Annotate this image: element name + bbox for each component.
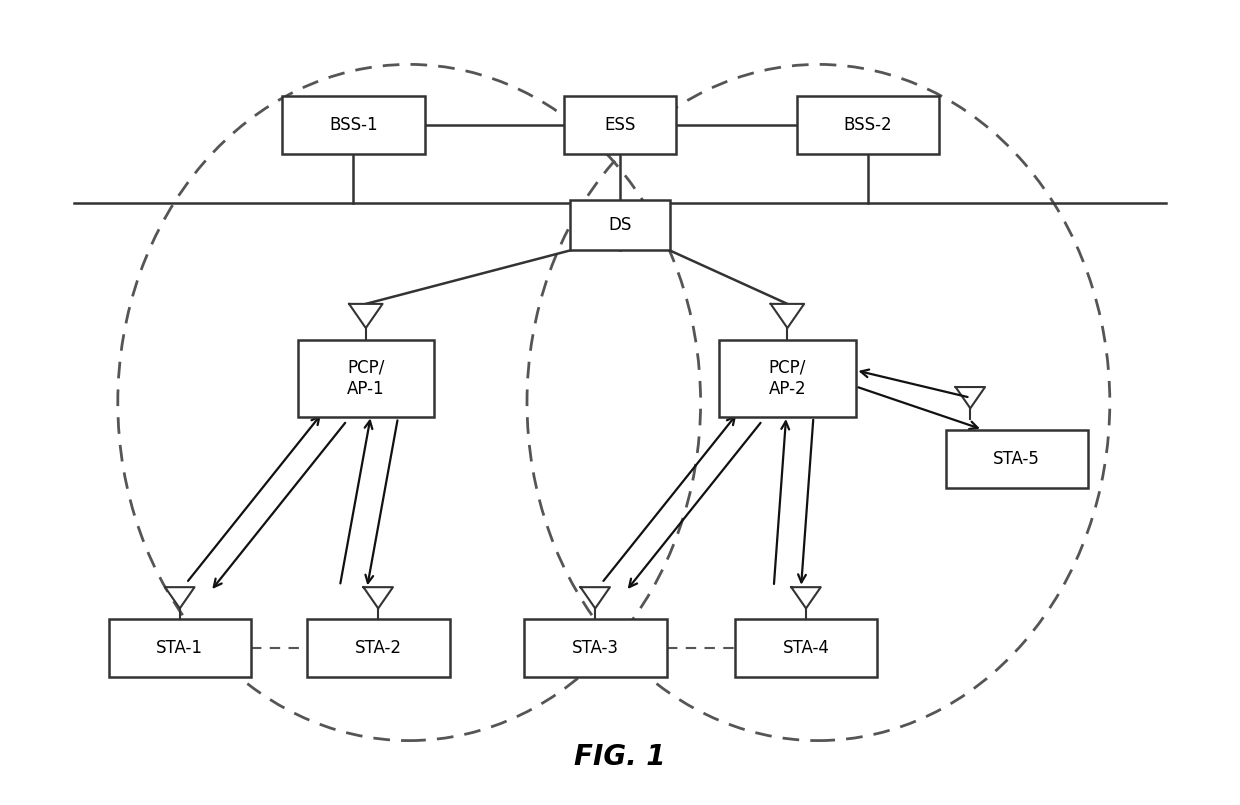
Polygon shape bbox=[791, 587, 821, 609]
Polygon shape bbox=[956, 387, 985, 408]
FancyBboxPatch shape bbox=[281, 96, 424, 154]
Polygon shape bbox=[771, 303, 804, 328]
Text: STA-4: STA-4 bbox=[782, 639, 830, 657]
Text: STA-5: STA-5 bbox=[993, 450, 1040, 468]
Text: BSS-2: BSS-2 bbox=[843, 116, 893, 134]
Text: STA-3: STA-3 bbox=[572, 639, 619, 657]
Text: BSS-1: BSS-1 bbox=[329, 116, 378, 134]
FancyBboxPatch shape bbox=[719, 340, 856, 417]
FancyBboxPatch shape bbox=[523, 619, 667, 677]
Polygon shape bbox=[580, 587, 610, 609]
FancyBboxPatch shape bbox=[109, 619, 250, 677]
FancyBboxPatch shape bbox=[796, 96, 940, 154]
Text: PCP/
AP-2: PCP/ AP-2 bbox=[769, 358, 806, 398]
Text: STA-1: STA-1 bbox=[156, 639, 203, 657]
Text: DS: DS bbox=[609, 217, 631, 234]
FancyBboxPatch shape bbox=[570, 200, 670, 250]
Polygon shape bbox=[350, 303, 382, 328]
Polygon shape bbox=[363, 587, 393, 609]
FancyBboxPatch shape bbox=[734, 619, 878, 677]
Text: ESS: ESS bbox=[604, 116, 636, 134]
FancyBboxPatch shape bbox=[564, 96, 676, 154]
Text: STA-2: STA-2 bbox=[355, 639, 402, 657]
Polygon shape bbox=[165, 587, 195, 609]
Text: FIG. 1: FIG. 1 bbox=[574, 743, 666, 770]
FancyBboxPatch shape bbox=[945, 430, 1089, 488]
FancyBboxPatch shape bbox=[298, 340, 434, 417]
FancyBboxPatch shape bbox=[306, 619, 449, 677]
Text: PCP/
AP-1: PCP/ AP-1 bbox=[347, 358, 384, 398]
